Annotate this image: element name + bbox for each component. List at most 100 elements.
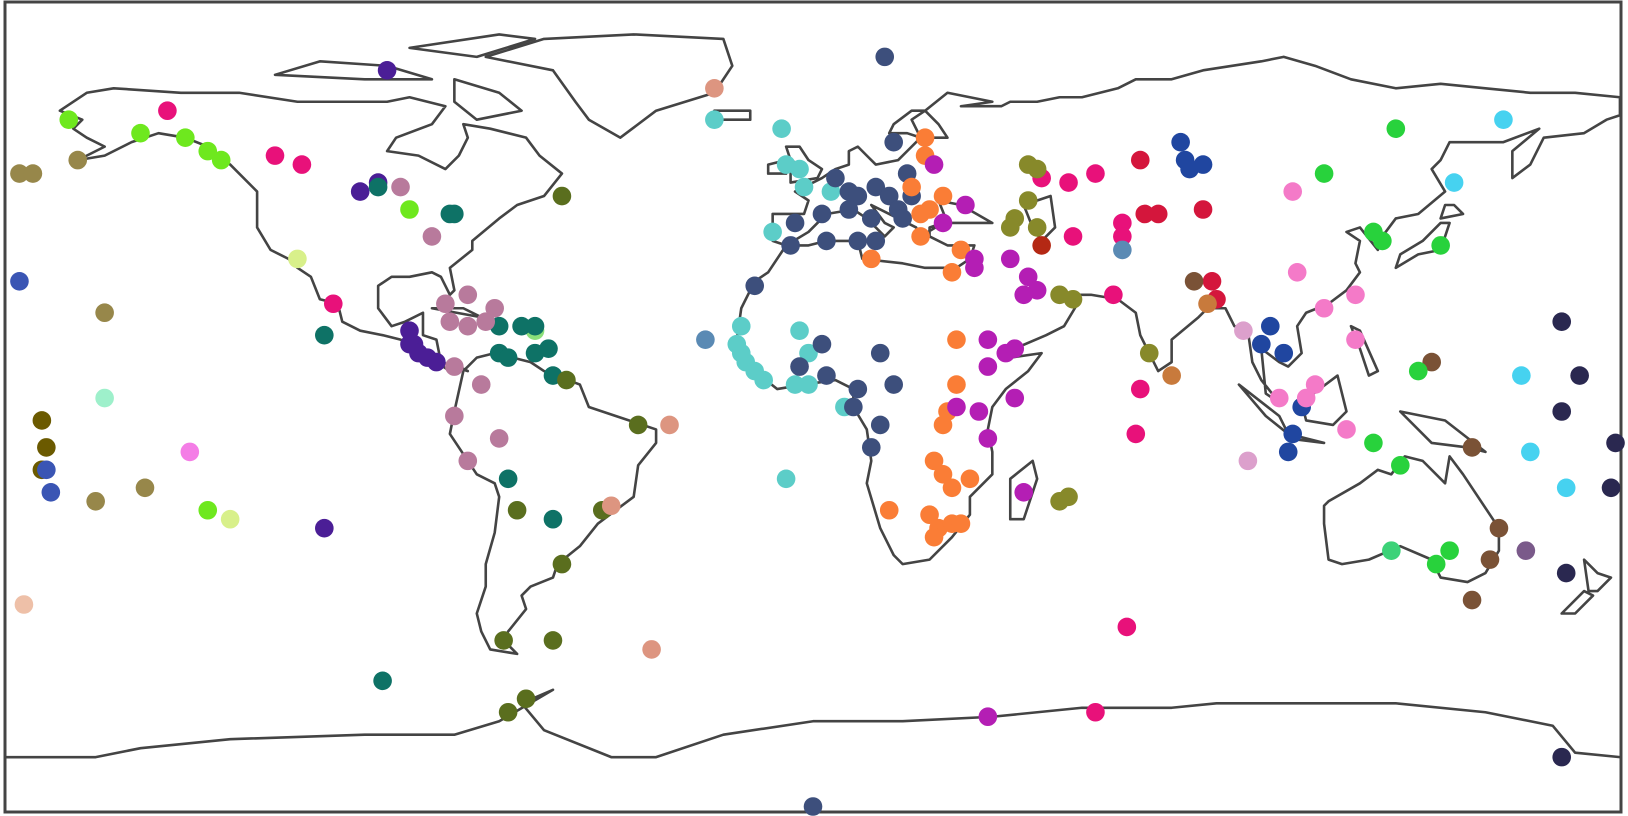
point xyxy=(445,406,464,426)
point xyxy=(95,388,114,408)
point xyxy=(292,155,312,174)
point xyxy=(696,330,715,349)
point xyxy=(1117,617,1137,637)
coastline xyxy=(60,88,562,371)
map-frame xyxy=(3,0,1623,814)
point xyxy=(1059,487,1078,507)
point xyxy=(377,61,397,80)
point xyxy=(373,671,392,691)
point xyxy=(933,415,953,435)
point xyxy=(956,195,975,215)
point xyxy=(875,47,895,67)
point xyxy=(23,164,43,183)
point xyxy=(978,330,998,349)
point xyxy=(628,415,648,435)
point xyxy=(539,339,558,358)
point xyxy=(1171,132,1190,152)
point xyxy=(37,438,56,457)
point xyxy=(601,496,621,516)
point xyxy=(924,155,944,174)
point xyxy=(920,505,939,525)
point xyxy=(978,707,998,727)
point xyxy=(942,478,962,498)
point xyxy=(785,375,805,394)
point xyxy=(879,500,899,520)
point xyxy=(884,132,903,152)
point xyxy=(947,330,966,349)
point xyxy=(879,186,899,206)
point xyxy=(1193,155,1213,174)
point xyxy=(790,357,809,376)
point xyxy=(978,357,998,376)
point xyxy=(1556,563,1576,583)
point xyxy=(1148,204,1168,224)
point xyxy=(135,478,155,498)
point xyxy=(660,415,679,435)
point xyxy=(642,640,661,659)
point xyxy=(705,78,724,98)
point xyxy=(41,482,61,502)
point xyxy=(947,397,966,417)
point xyxy=(1086,702,1105,722)
point xyxy=(826,168,845,188)
point xyxy=(1283,424,1303,444)
point xyxy=(1314,298,1334,318)
point xyxy=(933,465,953,484)
point xyxy=(391,177,410,197)
point xyxy=(1086,164,1105,183)
point xyxy=(870,343,890,363)
coastline xyxy=(1324,456,1611,613)
point xyxy=(1139,343,1159,363)
point xyxy=(1032,236,1051,255)
point xyxy=(933,213,953,233)
point xyxy=(1462,590,1482,610)
point xyxy=(476,312,496,332)
coastline xyxy=(275,34,732,317)
point xyxy=(400,200,419,219)
point xyxy=(1063,227,1083,246)
point xyxy=(427,352,446,372)
point xyxy=(498,702,518,722)
point xyxy=(1494,110,1513,130)
point xyxy=(1462,438,1482,457)
point xyxy=(844,397,863,417)
point xyxy=(803,797,823,816)
point xyxy=(525,316,545,336)
coastline xyxy=(450,353,656,654)
point xyxy=(552,554,572,574)
point xyxy=(1184,272,1204,291)
point xyxy=(1193,200,1213,219)
point xyxy=(1480,550,1500,569)
point xyxy=(1444,173,1464,192)
point xyxy=(911,227,930,246)
coastline xyxy=(6,690,1620,757)
point xyxy=(1130,150,1150,170)
point xyxy=(1269,388,1289,408)
point xyxy=(498,469,518,489)
point xyxy=(14,595,34,614)
point xyxy=(1373,231,1392,251)
point xyxy=(1386,119,1406,138)
point xyxy=(1063,289,1083,309)
point xyxy=(1130,379,1150,399)
point xyxy=(1556,478,1576,498)
point xyxy=(1570,366,1589,385)
point xyxy=(265,146,285,165)
point xyxy=(1552,312,1572,332)
point xyxy=(1018,191,1038,210)
point xyxy=(1346,330,1365,349)
point xyxy=(458,316,478,336)
point xyxy=(176,128,195,147)
point xyxy=(315,518,334,538)
point xyxy=(288,249,307,269)
point xyxy=(763,222,782,242)
point xyxy=(978,429,998,448)
point xyxy=(543,631,563,650)
point xyxy=(95,303,114,323)
point xyxy=(1000,249,1020,269)
point xyxy=(1552,747,1572,767)
point xyxy=(1346,285,1365,305)
point xyxy=(947,375,966,394)
point xyxy=(552,186,572,206)
